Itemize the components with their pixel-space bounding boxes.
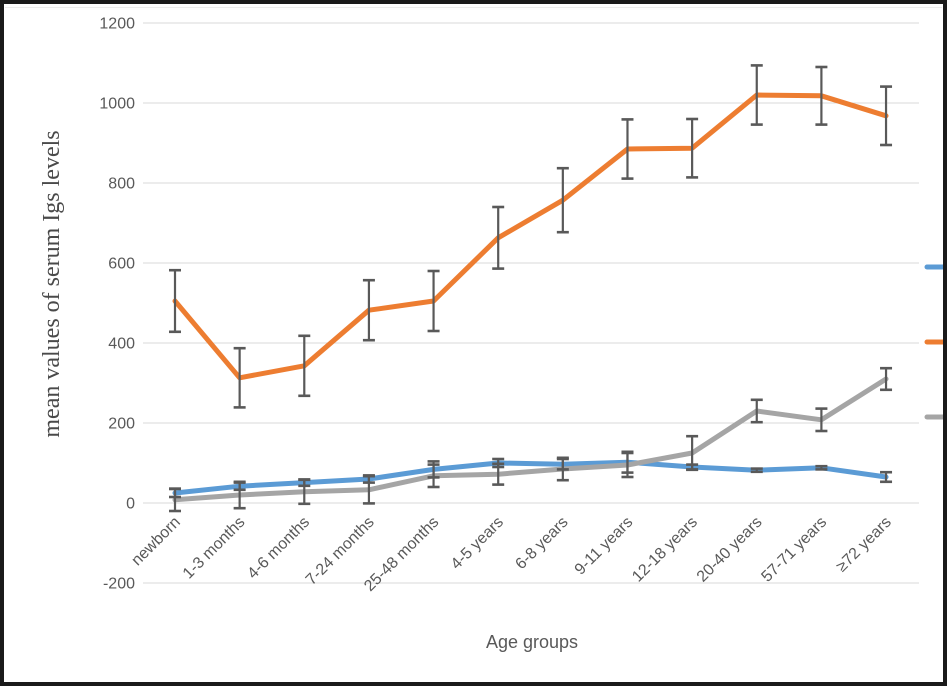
y-tick-label-1200: 1200 [99, 16, 135, 33]
x-tick-label-8: 9-11 years [572, 514, 637, 579]
x-tick-label-3: 4-6 months [244, 514, 313, 583]
y-tick-label-200: 200 [108, 416, 135, 433]
x-tick-label-1: newborn [128, 514, 183, 569]
x-tick-label-9: 12-18 years [629, 514, 701, 586]
x-tick-label-12: ≥72 years [833, 514, 895, 576]
series-line-orange [172, 92, 889, 381]
x-tick-label-11: 57-71 years [758, 514, 830, 586]
y-tick-label-0: 0 [126, 496, 135, 513]
x-tick-label-2: 1-3 months [180, 514, 249, 583]
x-tick-label-7: 6-8 years [512, 514, 571, 573]
y-tick-label-400: 400 [108, 336, 135, 353]
x-tick-label-10: 20-40 years [694, 514, 766, 586]
y-tick-label-600: 600 [108, 256, 135, 273]
y-tick-label-1000: 1000 [99, 96, 135, 113]
x-axis-title: Age groups [485, 632, 579, 652]
series-line-gray [172, 376, 889, 503]
y-axis-title: mean values of serum Igs levels [39, 130, 65, 438]
y-tick-label-800: 800 [108, 176, 135, 193]
x-tick-label-6: 4-5 years [448, 514, 507, 573]
series-line-blue [172, 459, 889, 496]
y-tick-label--200: -200 [103, 576, 135, 593]
chart-area-top-edge [5, 7, 942, 8]
